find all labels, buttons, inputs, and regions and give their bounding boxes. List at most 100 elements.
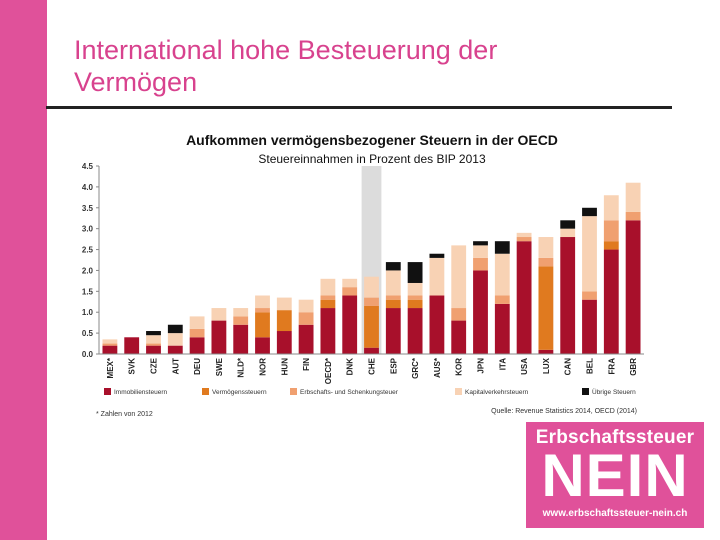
- bar-segment-grc-s0: [407, 308, 423, 354]
- bar-segment-grc-s3: [407, 282, 423, 296]
- bar-segment-lux-s2: [538, 257, 554, 267]
- y-tick-label: 4.0: [82, 183, 94, 192]
- bar-segment-swe-s0: [211, 320, 227, 354]
- bar-segment-bel-s2: [582, 291, 597, 300]
- bar-segment-kor-s3: [451, 245, 467, 309]
- x-tick-label: FRA: [607, 358, 616, 375]
- bar-segment-jpn-s0: [473, 270, 488, 354]
- bar-segment-jpn-s2: [473, 257, 488, 271]
- bar-segment-can-s3: [560, 228, 576, 238]
- bar-segment-can-s4: [560, 220, 576, 229]
- x-tick-label: DEU: [193, 358, 202, 375]
- x-tick-label: ESP: [389, 357, 398, 374]
- x-tick-label: KOR: [455, 358, 464, 376]
- logo-top-text: Erbschaftssteuer: [535, 427, 695, 448]
- bar-segment-nor-s3: [255, 295, 270, 309]
- bar-segment-deu-s0: [189, 337, 205, 354]
- bar-segment-esp-s2: [385, 295, 401, 300]
- bar-segment-lux-s0: [538, 349, 554, 354]
- x-tick-label: AUT: [171, 358, 180, 375]
- bar-segment-lux-s1: [538, 266, 554, 350]
- legend-swatch-s4: [582, 388, 589, 395]
- bar-segment-fin-s3: [298, 299, 314, 313]
- bar-segment-mex-s2: [102, 343, 118, 346]
- bar-segment-nor-s2: [255, 308, 270, 313]
- x-tick-label: NLD*: [237, 357, 246, 377]
- bar-segment-fra-s2: [603, 220, 619, 242]
- y-tick-label: 0.0: [82, 350, 94, 359]
- bar-segment-bel-s4: [582, 207, 597, 217]
- bar-segment-nor-s0: [255, 337, 270, 354]
- legend-swatch-s3: [455, 388, 462, 395]
- x-tick-label: CZE: [150, 357, 159, 374]
- slide-title: International hohe Besteuerung der Vermö…: [74, 34, 674, 98]
- bar-segment-che-s2: [364, 297, 379, 306]
- x-tick-label: SVK: [128, 358, 137, 375]
- bar-segment-oecd-s3: [320, 278, 336, 296]
- bar-segment-deu-s2: [189, 328, 205, 338]
- bar-segment-can-s0: [560, 237, 576, 354]
- x-tick-label: FIN: [302, 358, 311, 371]
- legend-swatch-s2: [290, 388, 297, 395]
- bar-segment-hun-s3: [276, 297, 292, 311]
- y-tick-label: 1.5: [82, 287, 94, 296]
- bar-segment-aus-s4: [429, 253, 445, 258]
- logo-url: www.erbschaftssteuer-nein.ch: [542, 508, 688, 519]
- legend-swatch-s0: [104, 388, 111, 395]
- bar-segment-che-s1: [364, 305, 379, 348]
- bar-segment-gbr-s0: [625, 220, 641, 354]
- bar-segment-che-s3: [364, 276, 379, 298]
- bar-segment-mex-s3: [102, 339, 118, 344]
- x-tick-label: NOR: [259, 358, 268, 376]
- x-tick-label: CAN: [564, 358, 573, 376]
- bar-segment-che-s0: [364, 347, 379, 354]
- y-tick-label: 0.5: [82, 329, 94, 338]
- logo-erbschaftssteuer-nein: Erbschaftssteuer NEIN www.erbschaftssteu…: [526, 422, 704, 528]
- slide-title-line-2: Vermögen: [74, 67, 198, 97]
- x-tick-label: AUS*: [433, 357, 442, 378]
- bar-segment-hun-s1: [276, 310, 292, 332]
- bar-segment-bel-s3: [582, 216, 597, 292]
- bar-segment-usa-s3: [516, 232, 532, 238]
- bar-segment-svk-s0: [124, 337, 140, 354]
- bar-segment-aus-s3: [429, 257, 445, 296]
- bar-segment-ita-s4: [494, 241, 510, 254]
- bar-segment-nld-s3: [233, 308, 249, 317]
- bar-segment-dnk-s3: [342, 278, 358, 288]
- x-tick-label: SWE: [215, 357, 224, 376]
- bar-segment-esp-s0: [385, 308, 401, 354]
- bar-segment-nor-s1: [255, 312, 270, 338]
- x-tick-label: BEL: [586, 358, 595, 374]
- slide-title-line-1: International hohe Besteuerung der: [74, 35, 498, 65]
- x-tick-label: USA: [520, 358, 529, 375]
- title-divider: [46, 106, 672, 109]
- x-tick-label: GRC*: [411, 357, 420, 379]
- x-tick-label: JPN: [477, 358, 486, 374]
- bar-segment-esp-s4: [385, 262, 401, 271]
- bar-segment-fra-s3: [603, 195, 619, 221]
- chart-subtitle: Steuereinnahmen in Prozent des BIP 2013: [258, 152, 486, 166]
- legend-label-s1: Vermögenssteuern: [212, 389, 267, 396]
- bar-segment-aut-s4: [167, 324, 183, 334]
- legend-label-s4: Übrige Steuern: [592, 388, 636, 396]
- bar-segment-dnk-s2: [342, 287, 358, 296]
- bar-segment-gbr-s2: [625, 211, 641, 221]
- chart-svg: Aufkommen vermögensbezogener Steuern in …: [82, 132, 644, 418]
- bar-segment-oecd-s2: [320, 295, 336, 300]
- legend-label-s3: Kapitalverkehrsteuern: [465, 389, 529, 396]
- bar-segment-usa-s0: [516, 241, 532, 354]
- y-tick-label: 3.0: [82, 225, 94, 234]
- bar-segment-kor-s2: [451, 308, 467, 321]
- bar-segment-aut-s3: [167, 333, 183, 346]
- bar-segment-hun-s0: [276, 331, 292, 354]
- bar-segment-aus-s0: [429, 295, 445, 354]
- bar-segment-oecd-s0: [320, 308, 336, 354]
- bar-segment-nld-s2: [233, 316, 249, 325]
- bar-segment-cze-s2: [146, 343, 161, 346]
- bar-segment-cze-s4: [146, 331, 161, 336]
- side-accent-bar: [0, 0, 47, 540]
- bar-segment-jpn-s4: [473, 241, 488, 246]
- bar-segment-cze-s0: [146, 345, 161, 354]
- x-tick-label: ITA: [498, 358, 507, 371]
- chart-source: Quelle: Revenue Statistics 2014, OECD (2…: [491, 408, 637, 415]
